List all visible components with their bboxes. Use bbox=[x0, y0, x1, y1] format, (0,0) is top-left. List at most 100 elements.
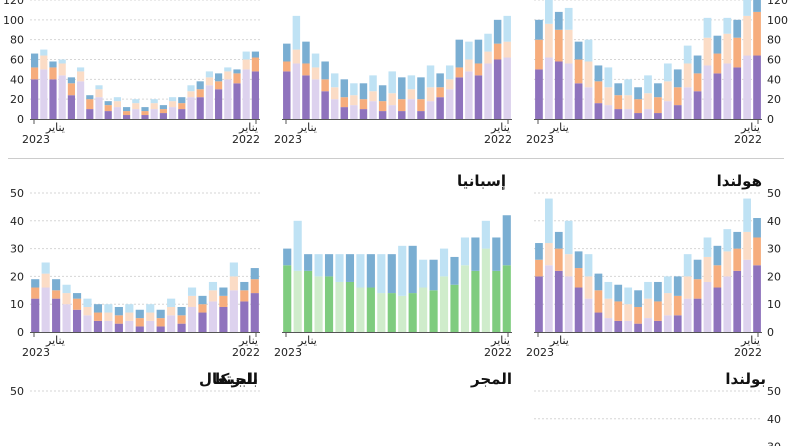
bar-segment bbox=[604, 67, 613, 88]
bar-segment bbox=[614, 83, 623, 96]
x-month-label: يناير bbox=[238, 334, 258, 347]
bar-segment bbox=[242, 51, 250, 60]
bar-segment bbox=[398, 245, 407, 296]
bar-segment bbox=[545, 0, 553, 24]
bar-segment bbox=[292, 49, 301, 64]
y-tick-label: 40 bbox=[10, 215, 24, 228]
bar-segment bbox=[554, 231, 563, 249]
bar-segment bbox=[169, 97, 177, 102]
bar-segment bbox=[535, 39, 543, 70]
bar-segment bbox=[484, 51, 492, 64]
x-month-label: يناير bbox=[490, 334, 510, 347]
bar-segment bbox=[224, 67, 232, 72]
bar-segment bbox=[156, 326, 165, 332]
bar-segment bbox=[198, 304, 207, 313]
x-month-label: يناير bbox=[297, 334, 317, 347]
bar-segment bbox=[624, 320, 633, 332]
bar-segment bbox=[634, 323, 642, 332]
bar-segment bbox=[67, 83, 75, 96]
bar-segment bbox=[229, 262, 238, 277]
bar-segment bbox=[240, 290, 249, 302]
bar-segment bbox=[311, 53, 320, 68]
bar-segment bbox=[369, 101, 377, 119]
bar-segment bbox=[450, 256, 459, 285]
bar-segment bbox=[398, 111, 406, 119]
bar-segment bbox=[445, 65, 454, 80]
x-month-label: يناير bbox=[549, 334, 569, 347]
bar-segment bbox=[663, 63, 672, 82]
bar-segment bbox=[104, 320, 113, 332]
bar-segment bbox=[644, 281, 652, 299]
y-tick-label: 40 bbox=[10, 73, 24, 86]
bar-segment bbox=[58, 59, 66, 64]
bar-segment bbox=[40, 55, 48, 70]
y-tick-label: 30 bbox=[767, 243, 781, 256]
bar-segment bbox=[283, 43, 291, 62]
y-tick-label: 60 bbox=[767, 54, 781, 67]
bar-segment bbox=[654, 113, 662, 119]
bar-segment bbox=[150, 99, 158, 104]
bar-segment bbox=[52, 279, 61, 291]
bar-segment bbox=[429, 290, 438, 332]
y-tick-label: 0 bbox=[17, 326, 24, 339]
bar-segment bbox=[150, 103, 158, 110]
bar-segment bbox=[683, 45, 692, 64]
bar-segment bbox=[167, 298, 176, 307]
bar-segment bbox=[654, 301, 662, 321]
bar-segment bbox=[693, 55, 702, 74]
bar-segment bbox=[242, 59, 250, 70]
bar-segment bbox=[387, 293, 396, 332]
bar-segment bbox=[535, 259, 543, 277]
bar-segment bbox=[125, 304, 134, 313]
bar-segment bbox=[545, 57, 553, 119]
x-month-label: يناير bbox=[549, 121, 569, 134]
bar-segment bbox=[604, 105, 613, 119]
bar-segment bbox=[407, 75, 416, 90]
chart-title: بلجيكا bbox=[215, 370, 258, 388]
bar-segment bbox=[311, 67, 320, 80]
x-month-label: يناير bbox=[45, 334, 65, 347]
bar-segment bbox=[215, 81, 223, 90]
bar-segment bbox=[141, 107, 149, 112]
bar-segment bbox=[673, 69, 682, 88]
bar-segment bbox=[535, 19, 543, 40]
bar-segment bbox=[49, 67, 57, 80]
bar-segment bbox=[723, 17, 732, 34]
chart-title: هولندا bbox=[717, 172, 762, 190]
bar-segment bbox=[683, 87, 692, 119]
bar-segment bbox=[474, 75, 483, 119]
bar-segment bbox=[304, 270, 313, 332]
bar-segment bbox=[492, 237, 501, 271]
bar-segment bbox=[743, 198, 751, 232]
bar-segment bbox=[644, 75, 652, 94]
y-tick-label: 60 bbox=[10, 54, 24, 67]
bar-segment bbox=[426, 101, 435, 119]
bar-segment bbox=[49, 61, 57, 68]
x-month-label: يناير bbox=[740, 334, 760, 347]
bar-segment bbox=[72, 309, 82, 332]
bar-segment bbox=[141, 115, 149, 119]
x-year-label: 2022 bbox=[734, 133, 762, 146]
bar-segment bbox=[634, 290, 642, 307]
bar-segment bbox=[419, 259, 428, 288]
bar-segment bbox=[683, 63, 692, 88]
bar-segment bbox=[187, 287, 197, 296]
bar-segment bbox=[481, 248, 490, 332]
bar-segment bbox=[408, 245, 417, 294]
y-tick-label: 40 bbox=[767, 215, 781, 228]
bar-segment bbox=[302, 63, 310, 76]
bar-segment bbox=[481, 220, 490, 249]
bar-segment bbox=[693, 279, 702, 299]
bar-segment bbox=[604, 281, 613, 299]
bar-segment bbox=[104, 105, 112, 112]
bar-segment bbox=[159, 109, 167, 114]
bar-segment bbox=[62, 284, 71, 294]
bar-segment bbox=[293, 270, 302, 332]
bar-segment bbox=[455, 67, 464, 78]
bar-segment bbox=[673, 276, 682, 296]
bar-segment bbox=[104, 304, 113, 313]
bar-segment bbox=[86, 99, 94, 110]
bar-segment bbox=[104, 111, 112, 119]
bar-segment bbox=[693, 259, 702, 280]
bar-segment bbox=[219, 306, 228, 332]
